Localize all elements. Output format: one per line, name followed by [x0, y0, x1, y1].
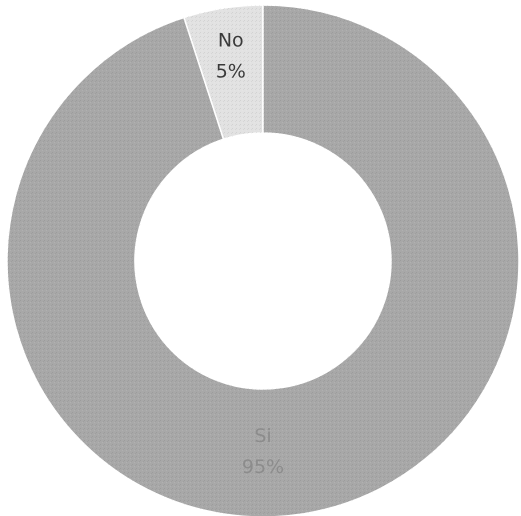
slice-label-si: Si — [254, 425, 271, 447]
labels-layer: No 5% Si 95% — [216, 30, 284, 478]
slice-value-label-si: 95% — [242, 456, 284, 478]
slice-value-label-no: 5% — [216, 61, 246, 83]
slice-texture-no — [183, 5, 263, 140]
slices-layer — [6, 4, 520, 516]
slice-label-no: No — [218, 30, 244, 52]
slice-texture-si — [7, 5, 519, 516]
